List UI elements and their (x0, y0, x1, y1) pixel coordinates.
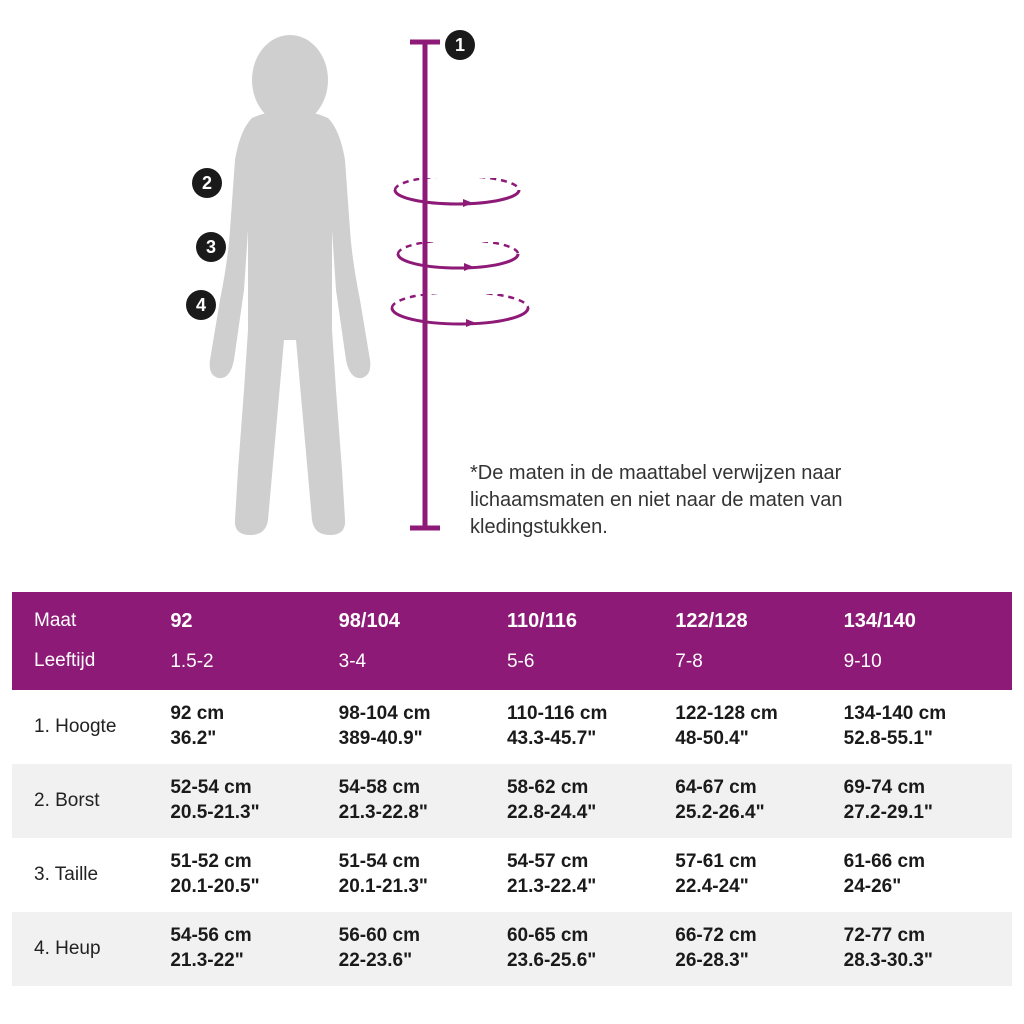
waist-measure-icon (386, 242, 530, 278)
cell-cm: 57-61 cm (675, 850, 843, 875)
cell-cm: 92 cm (170, 702, 338, 727)
diagram-section: 1 2 3 4 *De maten in de maattabel verwij… (0, 0, 1024, 580)
hip-measure-icon (378, 294, 542, 334)
cell-in: 25.2-26.4" (675, 801, 843, 826)
size-table: Maat Leeftijd 92 1.5-2 98/104 3-4 110/116 5… (12, 592, 1012, 986)
header-age: 5-6 (507, 651, 675, 673)
header-size: 98/104 (339, 610, 507, 633)
cell-cm: 60-65 cm (507, 924, 675, 949)
header-size: 122/128 (675, 610, 843, 633)
table-row: 3. Taille 51-52 cm20.1-20.5" 51-54 cm20.… (12, 838, 1012, 912)
cell-in: 20.1-20.5" (170, 875, 338, 900)
cell-in: 21.3-22" (170, 949, 338, 974)
cell-cm: 51-54 cm (339, 850, 507, 875)
header-size: 110/116 (507, 610, 675, 633)
cell-in: 21.3-22.8" (339, 801, 507, 826)
cell-in: 36.2" (170, 727, 338, 752)
header-age: 1.5-2 (170, 651, 338, 673)
cell-in: 27.2-29.1" (844, 801, 1012, 826)
cell-cm: 122-128 cm (675, 702, 843, 727)
badge-2: 2 (192, 168, 222, 198)
cell-in: 22.4-24" (675, 875, 843, 900)
cell-cm: 66-72 cm (675, 924, 843, 949)
cell-cm: 51-52 cm (170, 850, 338, 875)
badge-3: 3 (196, 232, 226, 262)
header-leeftijd: Leeftijd (34, 650, 170, 672)
cell-cm: 61-66 cm (844, 850, 1012, 875)
cell-cm: 64-67 cm (675, 776, 843, 801)
cell-cm: 98-104 cm (339, 702, 507, 727)
row-label: 2. Borst (12, 764, 170, 838)
badge-4: 4 (186, 290, 216, 320)
cell-cm: 58-62 cm (507, 776, 675, 801)
cell-in: 21.3-22.4" (507, 875, 675, 900)
table-header-row: Maat Leeftijd 92 1.5-2 98/104 3-4 110/116 5… (12, 592, 1012, 690)
row-label: 1. Hoogte (12, 690, 170, 764)
footnote: *De maten in de maattabel verwijzen naar… (470, 460, 850, 541)
header-maat: Maat (34, 610, 170, 632)
height-bar-icon (410, 38, 440, 532)
table-row: 2. Borst 52-54 cm20.5-21.3" 54-58 cm21.3… (12, 764, 1012, 838)
header-size: 134/140 (844, 610, 1012, 633)
child-silhouette-icon (180, 30, 400, 540)
cell-in: 24-26" (844, 875, 1012, 900)
cell-cm: 54-57 cm (507, 850, 675, 875)
cell-in: 48-50.4" (675, 727, 843, 752)
table-row: 1. Hoogte 92 cm36.2" 98-104 cm389-40.9" … (12, 690, 1012, 764)
badge-1: 1 (445, 30, 475, 60)
cell-cm: 56-60 cm (339, 924, 507, 949)
table-row: 4. Heup 54-56 cm21.3-22" 56-60 cm22-23.6… (12, 912, 1012, 986)
header-age: 9-10 (844, 651, 1012, 673)
cell-cm: 54-58 cm (339, 776, 507, 801)
cell-in: 23.6-25.6" (507, 949, 675, 974)
cell-cm: 69-74 cm (844, 776, 1012, 801)
cell-cm: 134-140 cm (844, 702, 1012, 727)
row-label: 4. Heup (12, 912, 170, 986)
header-size: 92 (170, 610, 338, 633)
header-age: 3-4 (339, 651, 507, 673)
header-age: 7-8 (675, 651, 843, 673)
row-label: 3. Taille (12, 838, 170, 912)
cell-in: 43.3-45.7" (507, 727, 675, 752)
cell-cm: 72-77 cm (844, 924, 1012, 949)
cell-in: 22.8-24.4" (507, 801, 675, 826)
cell-in: 389-40.9" (339, 727, 507, 752)
cell-cm: 110-116 cm (507, 702, 675, 727)
cell-in: 22-23.6" (339, 949, 507, 974)
cell-in: 52.8-55.1" (844, 727, 1012, 752)
cell-in: 20.5-21.3" (170, 801, 338, 826)
cell-in: 20.1-21.3" (339, 875, 507, 900)
cell-cm: 52-54 cm (170, 776, 338, 801)
cell-cm: 54-56 cm (170, 924, 338, 949)
cell-in: 28.3-30.3" (844, 949, 1012, 974)
size-guide: 1 2 3 4 *De maten in de maattabel verwij… (0, 0, 1024, 1024)
cell-in: 26-28.3" (675, 949, 843, 974)
chest-measure-icon (383, 178, 533, 214)
